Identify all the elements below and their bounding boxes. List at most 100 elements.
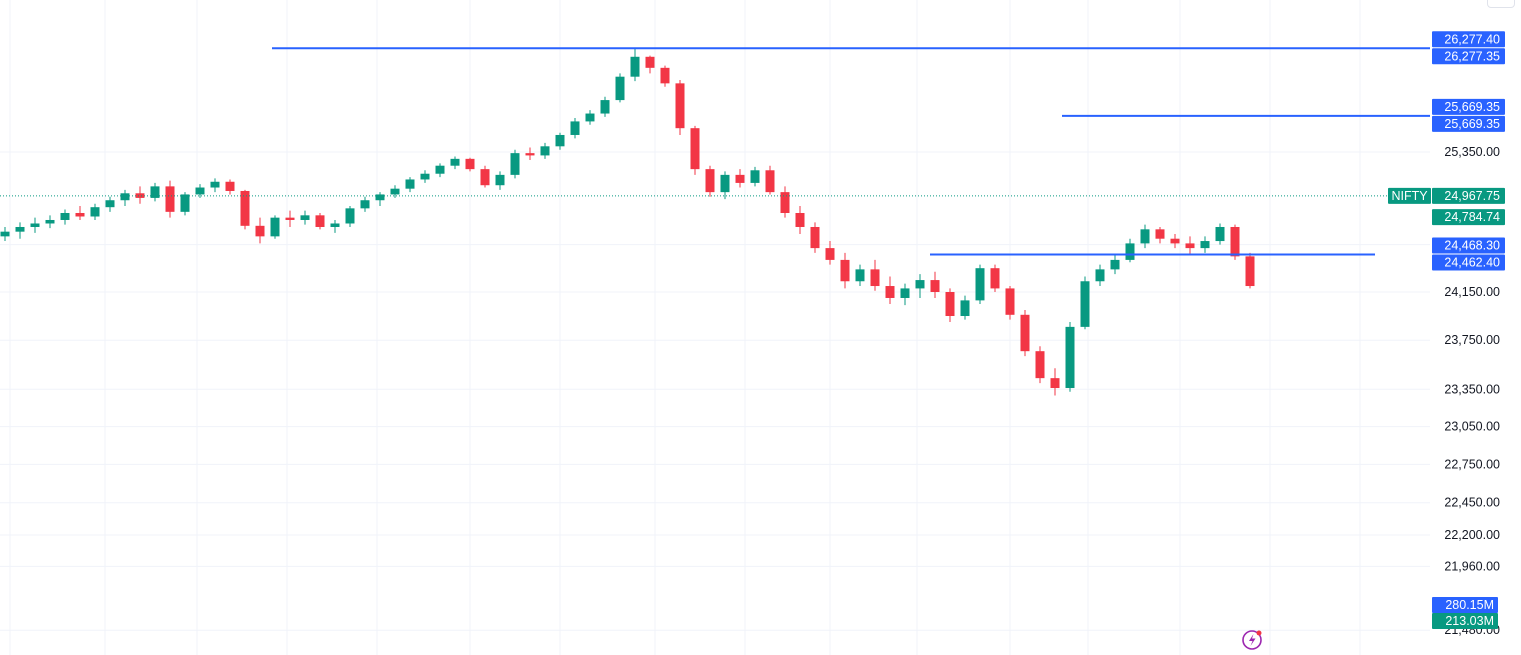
candle-body-19 xyxy=(285,217,295,220)
candle-body-25 xyxy=(375,194,385,201)
candle-body-33 xyxy=(495,174,505,186)
candle-body-71 xyxy=(1065,326,1075,389)
candle-body-29 xyxy=(435,165,445,174)
line-tag-bg-0-1 xyxy=(1432,48,1505,65)
candle-body-82 xyxy=(1230,226,1240,257)
line-tag-bg-2-1 xyxy=(1432,254,1505,271)
candle-body-26 xyxy=(390,188,400,195)
candle-body-37 xyxy=(555,134,565,147)
volume-tag-label-0: 280.15M xyxy=(1445,598,1494,612)
candle-body-49 xyxy=(735,174,745,183)
candle-body-81 xyxy=(1215,226,1225,242)
candle-body-60 xyxy=(900,288,910,298)
candle-body-0 xyxy=(0,231,10,237)
candle-body-6 xyxy=(90,207,100,217)
candle-body-50 xyxy=(750,170,760,183)
candle-body-30 xyxy=(450,158,460,166)
line-tag-label-0-0: 26,277.40 xyxy=(1444,32,1500,46)
candle-body-67 xyxy=(1005,288,1015,315)
candle-body-21 xyxy=(315,215,325,227)
candle-body-1 xyxy=(15,226,25,232)
candle-body-39 xyxy=(585,113,595,122)
line-tag-bg-1-1 xyxy=(1432,115,1505,132)
volume-tag-bg-1 xyxy=(1432,613,1498,629)
candle-body-58 xyxy=(870,269,880,287)
symbol-tag-bg xyxy=(1388,187,1431,204)
candle-body-73 xyxy=(1095,269,1105,282)
candle-body-11 xyxy=(165,186,175,212)
candle-body-68 xyxy=(1020,314,1030,352)
candle-body-52 xyxy=(780,192,790,213)
candle-body-32 xyxy=(480,169,490,186)
candle-body-24 xyxy=(360,200,370,209)
y-tick-label-2: 24,150.00 xyxy=(1444,285,1500,299)
candle-body-13 xyxy=(195,187,205,195)
candle-body-77 xyxy=(1155,229,1165,239)
line-tag-label-2-1: 24,462.40 xyxy=(1444,256,1500,270)
candle-body-79 xyxy=(1185,243,1195,249)
candle-body-62 xyxy=(930,280,940,292)
candle-body-15 xyxy=(225,181,235,191)
candle-body-76 xyxy=(1140,229,1150,244)
last-price-tag-label: 24,967.75 xyxy=(1444,189,1500,203)
y-tick-label-5: 23,050.00 xyxy=(1444,420,1500,434)
candle-body-72 xyxy=(1080,281,1090,327)
candle-body-56 xyxy=(840,259,850,282)
volume-tag-bg-0 xyxy=(1432,597,1498,613)
candle-body-48 xyxy=(720,174,730,193)
candle-body-66 xyxy=(990,268,1000,289)
line-tag-label-1-0: 25,669.35 xyxy=(1444,100,1500,114)
candle-body-61 xyxy=(915,280,925,289)
candle-body-80 xyxy=(1200,241,1210,249)
candle-body-42 xyxy=(630,56,640,77)
candle-body-51 xyxy=(765,170,775,193)
corner-control[interactable] xyxy=(1487,0,1515,8)
candle-body-55 xyxy=(825,248,835,260)
candle-body-54 xyxy=(810,226,820,249)
candle-body-65 xyxy=(975,268,985,301)
candle-body-70 xyxy=(1050,378,1060,389)
candle-body-46 xyxy=(690,128,700,170)
line-tag-bg-1-0 xyxy=(1432,98,1505,115)
candle-body-69 xyxy=(1035,351,1045,379)
candle-body-47 xyxy=(705,169,715,193)
candle-body-31 xyxy=(465,158,475,170)
candle-body-75 xyxy=(1125,243,1135,260)
line-tag-bg-0-0 xyxy=(1432,31,1505,48)
candle-body-34 xyxy=(510,153,520,175)
candle-body-2 xyxy=(30,223,40,227)
candle-body-4 xyxy=(60,212,70,220)
lightning-icon[interactable] xyxy=(1249,634,1256,646)
symbol-tag-label: NIFTY xyxy=(1391,189,1428,203)
line-tag-label-0-1: 26,277.35 xyxy=(1444,49,1500,63)
candle-body-18 xyxy=(270,217,280,237)
candle-body-74 xyxy=(1110,259,1120,270)
lightning-icon-ring[interactable] xyxy=(1242,630,1262,650)
candle-body-78 xyxy=(1170,238,1180,244)
last-price-tag-bg xyxy=(1432,187,1505,204)
candle-body-27 xyxy=(405,179,415,189)
line-tag-label-1-1: 25,669.35 xyxy=(1444,117,1500,131)
y-tick-label-7: 22,450.00 xyxy=(1444,496,1500,510)
candle-body-36 xyxy=(540,146,550,156)
line-tag-bg-2-0 xyxy=(1432,237,1505,254)
price-tag-label-0: 24,784.74 xyxy=(1444,210,1500,224)
candle-body-17 xyxy=(255,225,265,237)
candle-body-23 xyxy=(345,208,355,224)
y-tick-label-6: 22,750.00 xyxy=(1444,457,1500,471)
candle-body-83 xyxy=(1245,256,1255,287)
candle-body-22 xyxy=(330,223,340,227)
line-tag-label-2-0: 24,468.30 xyxy=(1444,239,1500,253)
y-tick-label-4: 23,350.00 xyxy=(1444,382,1500,396)
candle-body-10 xyxy=(150,186,160,198)
candle-body-40 xyxy=(600,100,610,114)
price-tag-bg-0 xyxy=(1432,209,1505,226)
candle-body-28 xyxy=(420,173,430,180)
candle-body-7 xyxy=(105,200,115,208)
y-tick-label-0: 25,350.00 xyxy=(1444,145,1500,159)
y-tick-label-8: 22,200.00 xyxy=(1444,528,1500,542)
candle-body-14 xyxy=(210,181,220,188)
y-tick-label-3: 23,750.00 xyxy=(1444,333,1500,347)
